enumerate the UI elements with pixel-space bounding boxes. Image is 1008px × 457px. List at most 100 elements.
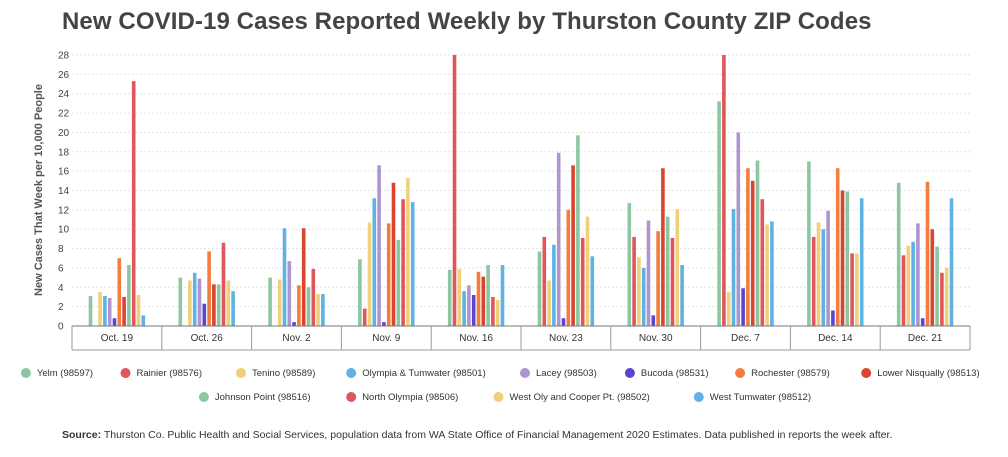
y-tick-label: 16	[58, 167, 70, 178]
bar	[311, 268, 316, 326]
bar	[471, 295, 476, 326]
bar	[122, 296, 126, 326]
bar	[552, 244, 556, 326]
legend-label: Lacey (98503)	[536, 368, 597, 379]
legend-swatch	[493, 392, 504, 402]
bar	[590, 256, 595, 326]
legend-label: Yelm (98597)	[37, 368, 93, 379]
bar	[911, 241, 915, 326]
bar	[372, 198, 377, 326]
bar	[831, 310, 835, 326]
bar	[556, 152, 561, 326]
bar	[358, 259, 362, 326]
bar	[770, 221, 774, 326]
bar	[406, 177, 410, 326]
x-tick-label: Nov. 9	[372, 333, 401, 344]
y-tick-label: 0	[58, 322, 64, 333]
legend-label: Rainier (98576)	[137, 368, 202, 379]
legend-label: North Olympia (98506)	[362, 392, 458, 403]
bar	[855, 253, 859, 326]
legend-label: Lower Nisqually (98513)	[877, 368, 979, 379]
bar	[765, 224, 769, 326]
bar	[457, 268, 462, 326]
bar	[221, 242, 226, 326]
legend-swatch	[198, 392, 209, 402]
bar	[651, 315, 656, 326]
bar	[192, 272, 197, 326]
bar	[292, 322, 296, 326]
bar	[925, 181, 930, 326]
bar	[537, 251, 542, 326]
bar	[207, 251, 211, 326]
bar	[98, 292, 102, 326]
bar	[731, 208, 736, 326]
bar	[127, 265, 131, 326]
bar	[566, 209, 571, 326]
bar	[627, 203, 632, 326]
bar	[646, 220, 651, 326]
bar	[297, 285, 301, 326]
bar	[277, 279, 282, 326]
legend-swatch	[20, 368, 31, 378]
y-tick-label: 12	[58, 205, 70, 216]
legend-label: Rochester (98579)	[751, 368, 830, 379]
bar	[632, 236, 636, 326]
y-tick-label: 2	[58, 302, 64, 313]
bar	[750, 180, 755, 326]
bar	[807, 161, 811, 326]
bar	[107, 297, 112, 326]
bar	[268, 277, 272, 326]
bar	[367, 222, 372, 326]
legend-swatch	[861, 368, 872, 378]
y-tick-label: 28	[58, 51, 70, 62]
legend-swatch	[236, 368, 246, 378]
legend-row: Johnson Point (98516) North Olympia (9850…	[198, 392, 811, 403]
bars	[88, 55, 954, 326]
bar	[826, 210, 830, 326]
bar	[410, 202, 415, 326]
bar	[396, 239, 401, 326]
x-tick-label: Oct. 19	[101, 333, 134, 344]
bar	[760, 199, 765, 326]
source-label: Source:	[62, 429, 102, 441]
bar	[661, 168, 665, 326]
bar	[641, 267, 646, 326]
y-tick-label: 26	[58, 70, 70, 81]
grid-lines	[72, 54, 970, 327]
bar	[717, 101, 721, 326]
bar	[462, 291, 466, 326]
bar	[197, 278, 202, 326]
bar	[486, 265, 490, 326]
y-tick-label: 24	[58, 89, 70, 100]
y-tick-label: 6	[58, 263, 64, 274]
bar	[401, 199, 405, 326]
bar	[391, 182, 396, 326]
bar	[816, 222, 821, 326]
x-tick-label: Nov. 30	[639, 333, 673, 344]
x-tick-label: Nov. 16	[459, 333, 493, 344]
bar	[467, 285, 471, 326]
bar	[949, 198, 954, 326]
x-tick-label: Dec. 7	[731, 333, 760, 344]
bar	[131, 81, 136, 326]
bar	[500, 265, 505, 326]
bar	[476, 271, 481, 326]
bar	[88, 295, 93, 326]
bar	[944, 267, 949, 326]
bar	[906, 245, 911, 326]
legend-label: West Tumwater (98512)	[710, 392, 811, 403]
legend-swatch	[346, 392, 357, 402]
legend-swatch	[520, 368, 530, 378]
y-tick-label: 4	[58, 283, 64, 294]
bar	[301, 228, 306, 326]
bar	[321, 294, 325, 326]
x-axis: Oct. 19 Oct. 26 Nov. 2 Nov. 9 Nov. 16 Nov. 23…	[71, 325, 971, 351]
bar	[178, 277, 183, 326]
y-tick-label: 10	[58, 225, 70, 236]
legend: Yelm (98597) Rainier (98576) Tenino (98589…	[20, 368, 980, 403]
bar	[670, 237, 675, 326]
bar	[495, 299, 500, 326]
bar	[362, 308, 367, 326]
bar	[287, 261, 292, 326]
